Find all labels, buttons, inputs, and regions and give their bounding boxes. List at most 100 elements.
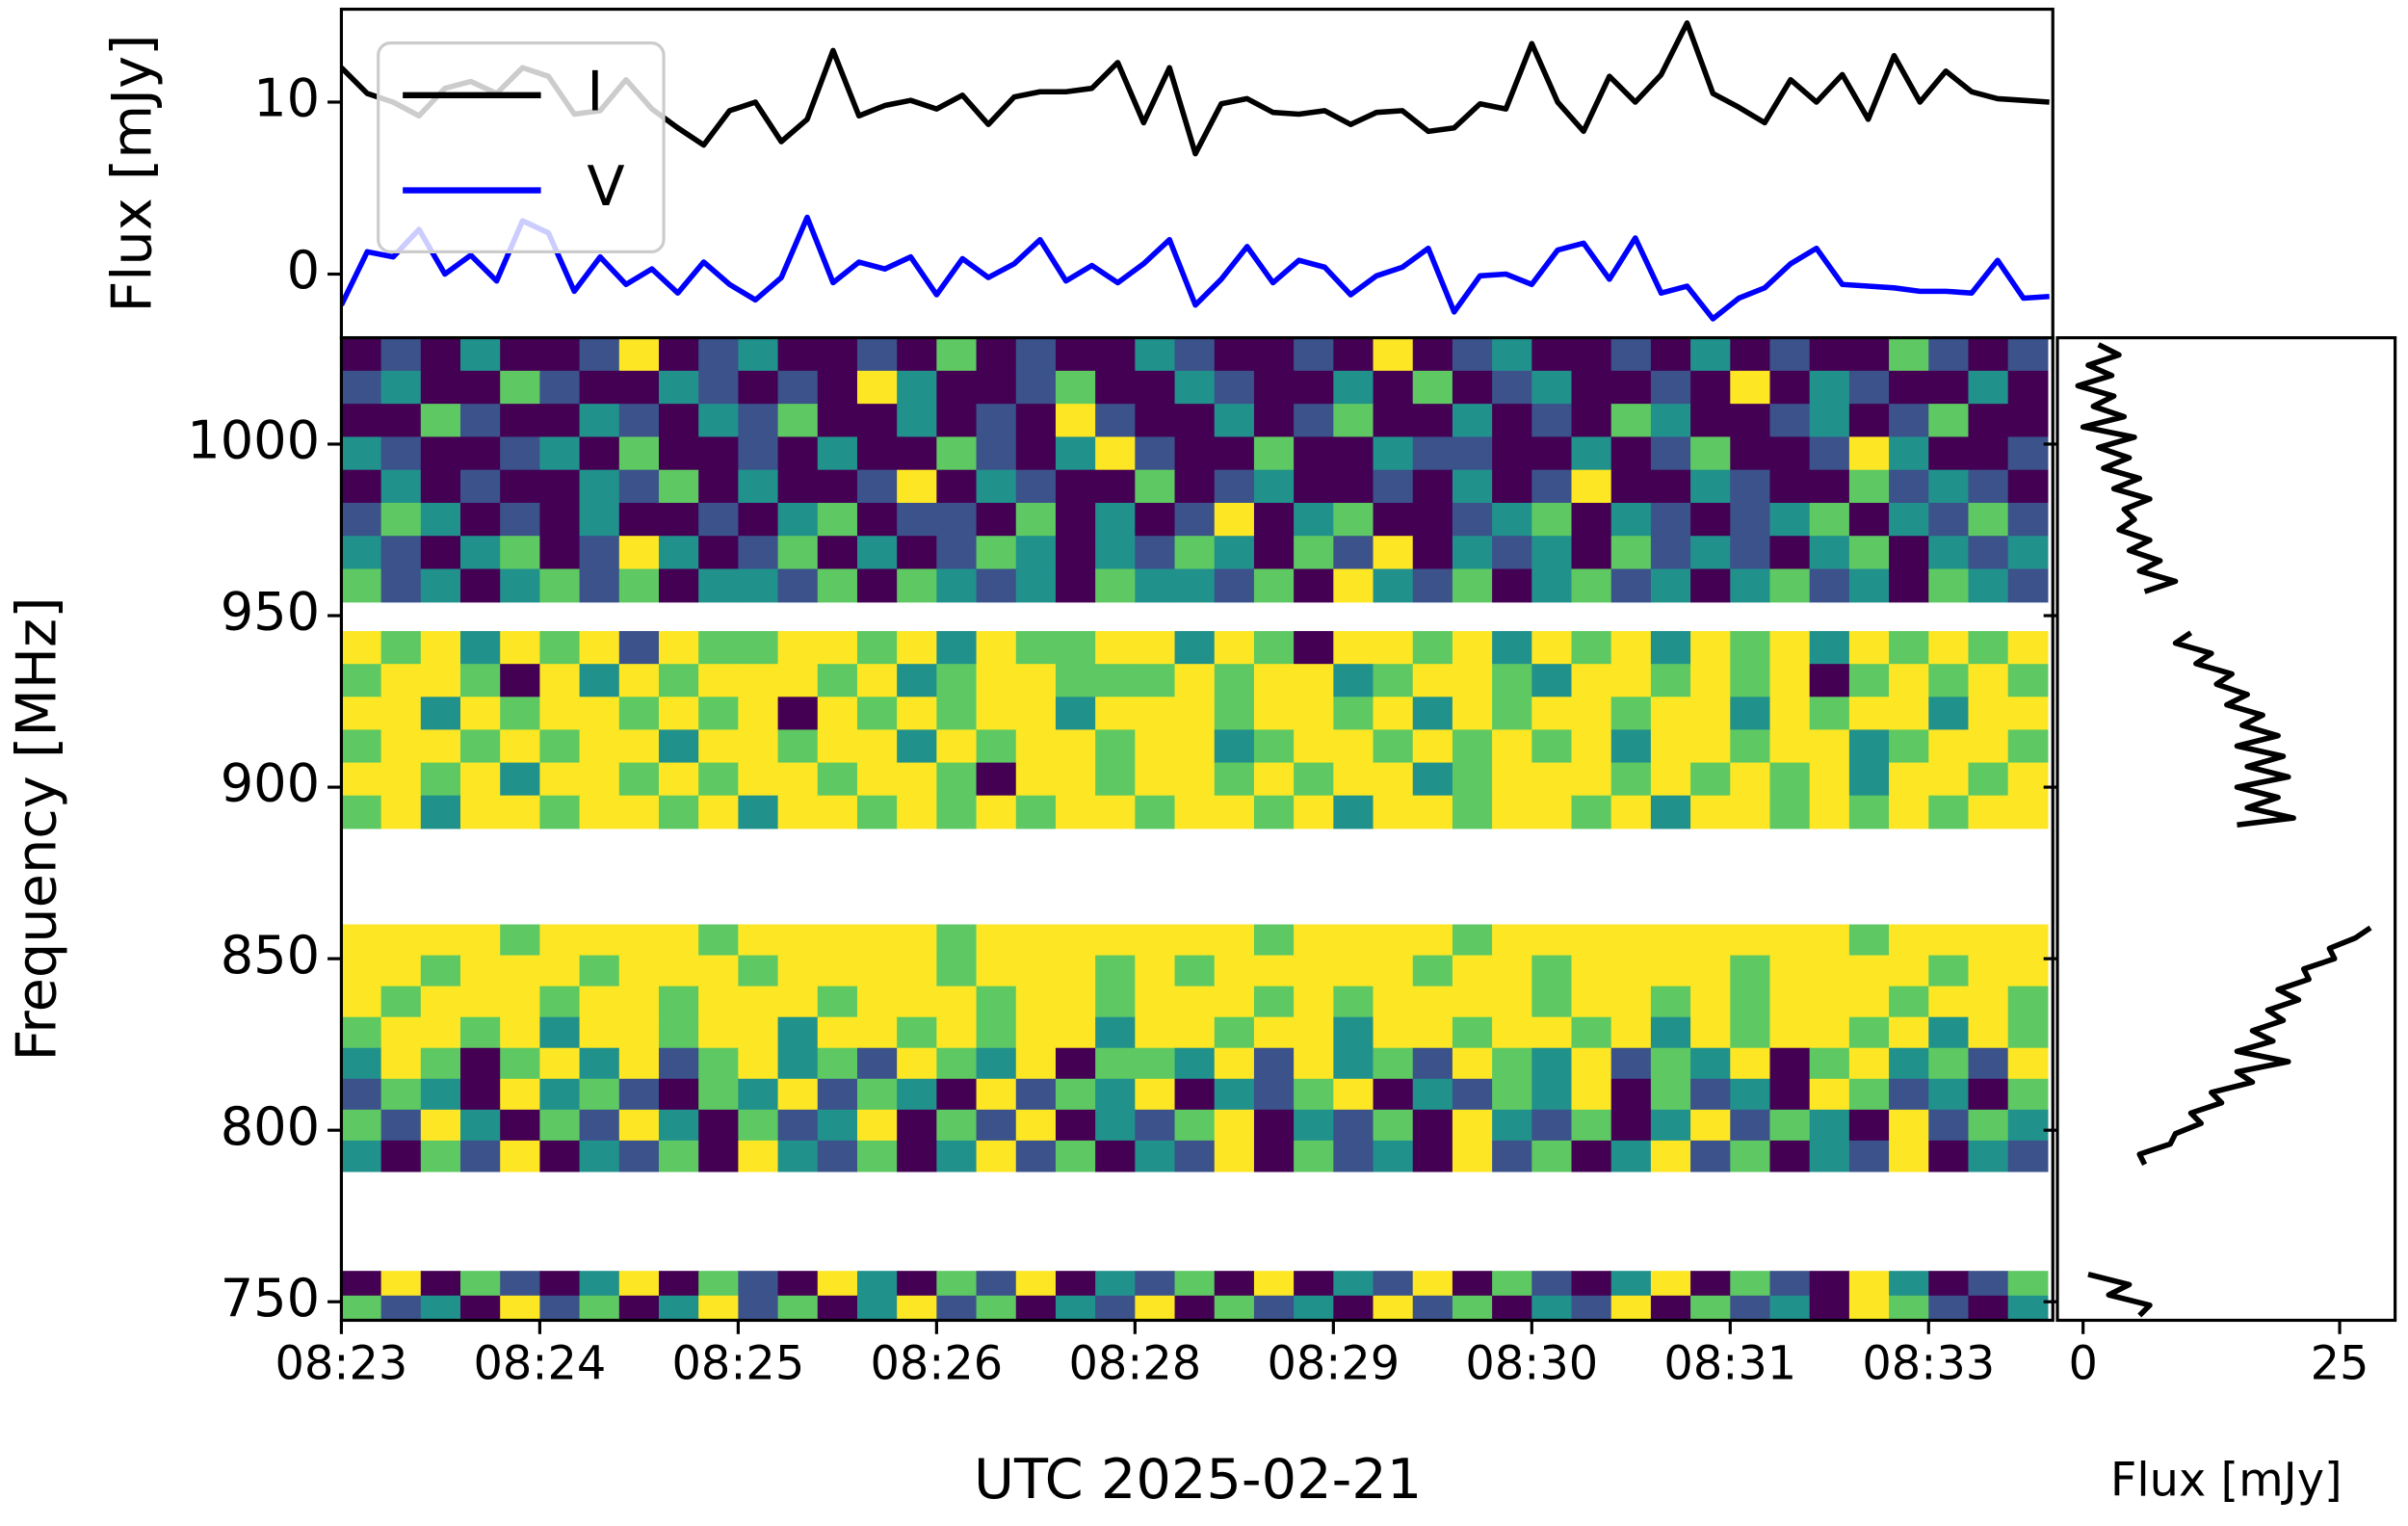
heatmap-cell [420,1016,461,1049]
heatmap-cell [539,795,581,829]
heatmap-cell [1809,1109,1850,1142]
heatmap-cell [2007,536,2049,570]
heatmap-cell [1015,1295,1057,1322]
heatmap-cell [1253,502,1295,537]
heatmap-cell [1848,1271,1890,1297]
heatmap-cell [1928,469,1970,504]
heatmap-cell [539,1078,581,1111]
heatmap-cell [1492,924,1532,957]
heatmap-cell [380,404,422,438]
heatmap-cell [618,762,660,797]
heatmap-cell [460,697,501,731]
heatmap-cell [1253,404,1295,438]
heatmap-cell [738,924,779,957]
heatmap-cell [897,1109,938,1142]
heatmap-cell [579,568,620,603]
heatmap-cell [1769,664,1811,697]
heatmap-cell [1294,404,1334,438]
heatmap-cell [1730,1295,1771,1322]
heatmap-cell [1730,502,1771,537]
heatmap-cell [1492,664,1532,697]
heatmap-cell [1214,762,1255,797]
heatmap-cell [777,986,819,1018]
heatmap-cell [2007,729,2049,764]
heatmap-cell [1610,729,1652,764]
heatmap-cell [936,436,978,471]
heatmap-cell [1730,404,1771,438]
heatmap-cell [1253,370,1295,405]
heatmap-cell [698,536,740,570]
heatmap-cell [1571,664,1612,697]
heatmap-cell [460,469,501,504]
heatmap-cell [658,536,699,570]
heatmap-cell [1690,762,1731,797]
heatmap-cell [1253,1271,1295,1297]
heatmap-cell [1571,536,1612,570]
heatmap-cell [579,436,620,471]
heatmap-cell [1889,1271,1929,1297]
heatmap-cell [1610,664,1652,697]
heatmap-cell [1055,1271,1096,1297]
heatmap-cell [1809,795,1850,829]
heatmap-cell [1333,631,1374,665]
heatmap-cell [1492,1109,1532,1142]
heatmap-cell [341,502,382,537]
heatmap-cell [1650,697,1691,731]
heatmap-cell [420,924,461,957]
heatmap-cell [698,404,740,438]
heatmap-cell [1730,729,1771,764]
heatmap-cell [1174,697,1216,731]
heatmap-cell [1135,795,1176,829]
x-tick-label: 08:33 [1862,1337,1995,1390]
heatmap-cell [1373,955,1414,987]
heatmap-cell [856,1140,898,1172]
heatmap-cell [1294,1016,1334,1049]
heatmap-cell [380,924,422,957]
heatmap-cell [856,536,898,570]
heatmap-cell [2007,502,2049,537]
heatmap-cell [1373,1140,1414,1172]
heatmap-cell [1333,729,1374,764]
heatmap-cell [817,795,858,829]
heatmap-cell [698,924,740,957]
heatmap-cell [1690,795,1731,829]
heatmap-cell [1690,664,1731,697]
heatmap-cell [1412,536,1453,570]
heatmap-cell [1214,729,1255,764]
heatmap-cell [698,469,740,504]
x-tick-label: 08:25 [672,1337,805,1390]
heatmap-cell [1294,664,1334,697]
heatmap-cell [500,697,541,731]
heatmap-cell [1928,631,1970,665]
heatmap-cell [1889,986,1929,1018]
heatmap-cell [1135,502,1176,537]
heatmap-cell [1135,1271,1176,1297]
heatmap-cell [1294,370,1334,405]
heatmap-cell [1650,469,1691,504]
heatmap-cell [1412,697,1453,731]
heatmap-cell [1095,502,1136,537]
heatmap-cell [1848,469,1890,504]
heatmap-cell [897,955,938,987]
heatmap-cell [1730,631,1771,665]
heatmap-cell [1333,536,1374,570]
heatmap-cell [2007,568,2049,603]
heatmap-cell [420,1078,461,1111]
heatmap-cell [1769,986,1811,1018]
heatmap-cell [1531,436,1573,471]
heatmap-cell [1294,955,1334,987]
x-tick-label: 08:29 [1267,1337,1400,1390]
heatmap-cell [1055,502,1096,537]
heatmap-cell [2007,1109,2049,1142]
heatmap-cell [1135,1016,1176,1049]
heatmap-cell [579,1295,620,1322]
heatmap-cell [1333,1295,1374,1322]
heatmap-cell [380,955,422,987]
heatmap-cell [1650,795,1691,829]
heatmap-cell [1531,1271,1573,1297]
heatmap-cell [738,436,779,471]
heatmap-cell [1452,1047,1493,1080]
heatmap-cell [1333,955,1374,987]
heatmap-cell [1373,436,1414,471]
heatmap-cell [698,1140,740,1172]
